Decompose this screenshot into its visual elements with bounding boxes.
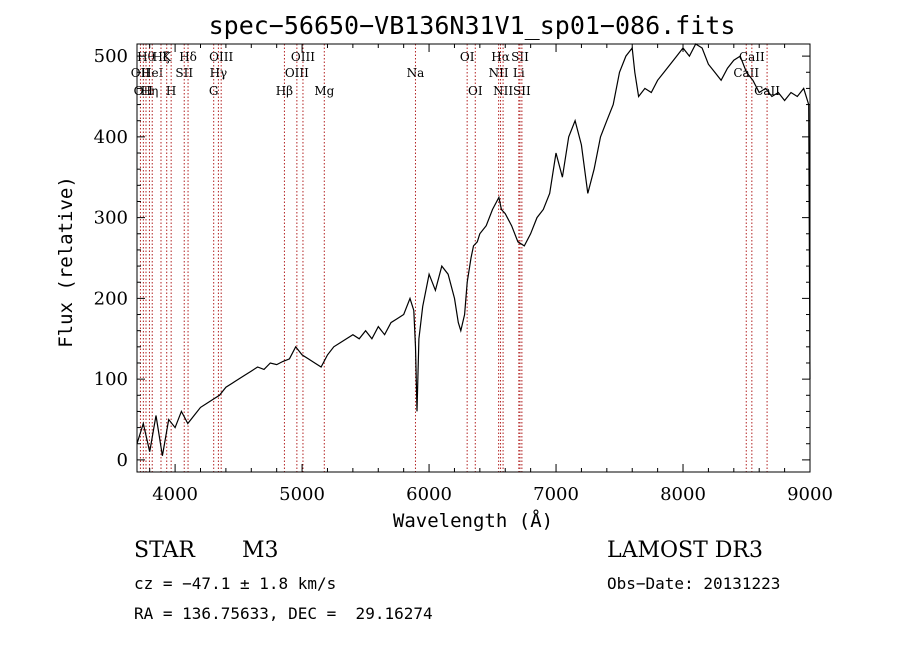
spectrum-series — [136, 43, 811, 456]
x-tick-label: 4000 — [152, 484, 198, 505]
spectral-line-label: G — [209, 84, 219, 98]
coordinates: RA = 136.75633, DEC = 29.16274 — [134, 604, 433, 623]
y-tick-label: 200 — [94, 288, 128, 309]
spectral-line-label: OIII — [209, 50, 233, 64]
spectral-line-label: OII — [131, 66, 151, 80]
spectral-line-label: K — [162, 50, 172, 64]
x-axis: 4000 5000 6000 7000 8000 9000 — [149, 44, 833, 505]
spectral-line-label: OIII — [285, 66, 309, 80]
spectral-line-label: Hη — [141, 84, 159, 98]
redshift-velocity: cz = −47.1 ± 1.8 km/s — [134, 574, 337, 593]
spectral-line-label: Mg — [314, 84, 334, 98]
spectral-line-label: Li — [513, 66, 525, 80]
x-axis-label: Wavelength (Å) — [393, 509, 553, 532]
spectral-line-label: Na — [407, 66, 425, 80]
y-tick-label: 500 — [94, 46, 128, 67]
y-axis: 0 100 200 300 400 500 — [94, 46, 810, 471]
x-tick-label: 8000 — [660, 484, 706, 505]
spectral-lines: OII OII Hθ Hη HeI HζK H SII Hδ G Hγ OIII Hβ OIII OIII M… — [131, 44, 780, 472]
plot-frame — [136, 43, 811, 473]
spectral-line-label: Hθ — [137, 50, 155, 64]
y-tick-label: 0 — [117, 450, 128, 471]
spectral-line-label: Hγ — [210, 66, 228, 80]
spectral-line-label: SII — [175, 66, 193, 80]
x-tick-label: 9000 — [787, 484, 833, 505]
spectral-line-label: OII — [134, 84, 154, 98]
spectral-line-label: OIII — [291, 50, 315, 64]
object-class: STAR — [134, 538, 195, 563]
y-tick-label: 300 — [94, 208, 128, 229]
chart-title: spec−56650−VB136N31V1_sp01−086.fits — [209, 11, 736, 40]
spectral-line-label: SII — [511, 50, 529, 64]
y-axis-label: Flux (relative) — [55, 176, 77, 348]
spectral-line-label: NII — [489, 66, 509, 80]
spectral-line-label: H — [166, 84, 176, 98]
object-subclass: M3 — [242, 538, 279, 563]
y-tick-label: 100 — [94, 369, 128, 390]
spectral-line-label: Hβ — [276, 84, 293, 98]
survey-name: LAMOST DR3 — [607, 538, 763, 563]
x-tick-label: 7000 — [533, 484, 579, 505]
spectral-line-label: Hα — [491, 50, 510, 64]
x-tick-label: 6000 — [406, 484, 452, 505]
spectral-line-label: SII — [513, 84, 531, 98]
x-tick-label: 5000 — [279, 484, 325, 505]
spectral-line-label: OI — [468, 84, 483, 98]
flux-series-line — [136, 43, 811, 456]
spectral-line-label: Hζ — [153, 50, 170, 64]
spectral-line-label: HeI — [141, 66, 164, 80]
spectral-line-label: Hδ — [179, 50, 197, 64]
spectral-line-label: CaII — [739, 50, 765, 64]
spectral-line-label: NII — [493, 84, 513, 98]
observation-date: Obs−Date: 20131223 — [607, 574, 781, 593]
y-tick-label: 400 — [94, 127, 128, 148]
spectral-line-label: OI — [460, 50, 475, 64]
